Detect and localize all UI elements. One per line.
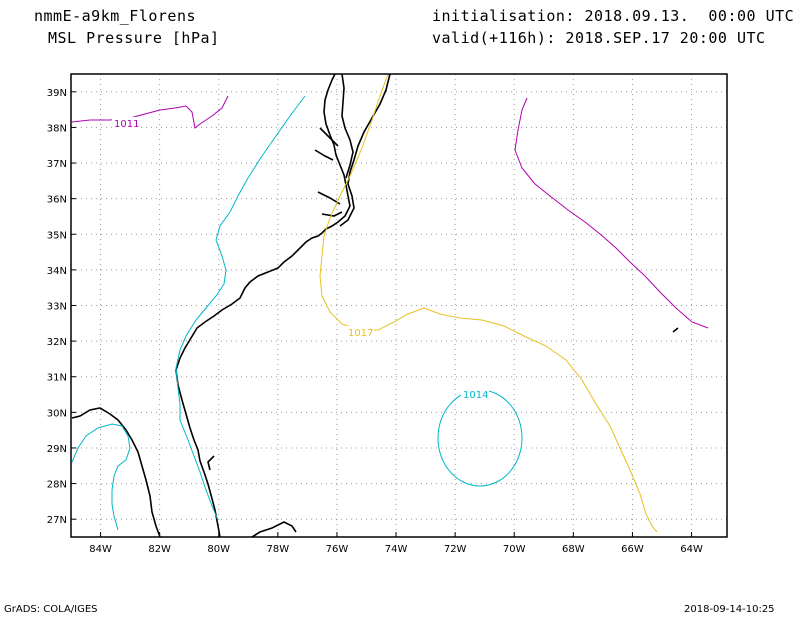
lat-tick-label: 36N	[47, 195, 67, 206]
lat-tick-label: 34N	[47, 266, 67, 277]
coastline-gulf-panhandle	[71, 407, 161, 538]
contour-label-1011: 1011	[114, 119, 139, 130]
footer-source: GrADS: COLA/IGES	[4, 604, 98, 615]
isobar-1014-mainland	[175, 95, 306, 521]
contour-label-1014: 1014	[463, 390, 488, 401]
lon-tick-label: 66W	[621, 544, 644, 555]
longitude-tick-labels: 84W 82W 80W 78W 76W 74W 72W 70W 68W 66W 64W	[89, 532, 703, 555]
isobars	[71, 73, 709, 533]
lat-tick-label: 39N	[47, 88, 67, 99]
coastline	[71, 73, 679, 538]
lon-tick-label: 68W	[562, 544, 585, 555]
lat-tick-label: 37N	[47, 159, 67, 170]
lon-tick-label: 80W	[207, 544, 230, 555]
lon-tick-label: 76W	[326, 544, 349, 555]
lon-tick-label: 72W	[444, 544, 467, 555]
valid-time: valid(+116h): 2018.SEP.17 20:00 UTC	[432, 29, 766, 47]
field-name: MSL Pressure [hPa]	[48, 29, 220, 47]
coastline-bahamas	[207, 455, 297, 538]
lon-tick-label: 78W	[267, 544, 290, 555]
lon-tick-label: 70W	[503, 544, 526, 555]
lon-tick-label: 74W	[385, 544, 408, 555]
coastline-outer-banks	[339, 73, 391, 227]
lon-tick-label: 82W	[148, 544, 171, 555]
isobar-1014-gulf	[71, 423, 131, 531]
lon-tick-label: 84W	[89, 544, 112, 555]
footer-timestamp: 2018-09-14-10:25	[684, 604, 775, 615]
lon-tick-label: 64W	[680, 544, 703, 555]
lat-tick-label: 32N	[47, 337, 67, 348]
isobar-1017	[319, 73, 658, 533]
lat-tick-label: 35N	[47, 230, 67, 241]
lat-tick-label: 27N	[47, 515, 67, 526]
isobar-1011-west	[71, 95, 229, 129]
map-grid	[71, 74, 727, 537]
lat-tick-label: 33N	[47, 302, 67, 313]
lat-tick-label: 28N	[47, 480, 67, 491]
lat-tick-label: 29N	[47, 444, 67, 455]
lat-tick-label: 38N	[47, 123, 67, 134]
lat-tick-label: 31N	[47, 373, 67, 384]
lat-tick-label: 30N	[47, 408, 67, 419]
model-name: nmmE-a9km_Florens	[34, 7, 197, 25]
coastline-florida-peninsula	[175, 321, 221, 538]
isobar-1014-high-ring	[437, 389, 523, 487]
contour-label-1017: 1017	[348, 328, 373, 339]
coastline-bermuda	[672, 327, 679, 333]
coastline-chesapeake	[314, 73, 354, 217]
latitude-tick-labels: 39N 38N 37N 36N 35N 34N 33N 32N 31N 30N 29N 28N 27N	[47, 88, 76, 526]
isobar-1011-east	[514, 97, 709, 329]
init-time: initialisation: 2018.09.13. 00:00 UTC	[432, 7, 795, 25]
